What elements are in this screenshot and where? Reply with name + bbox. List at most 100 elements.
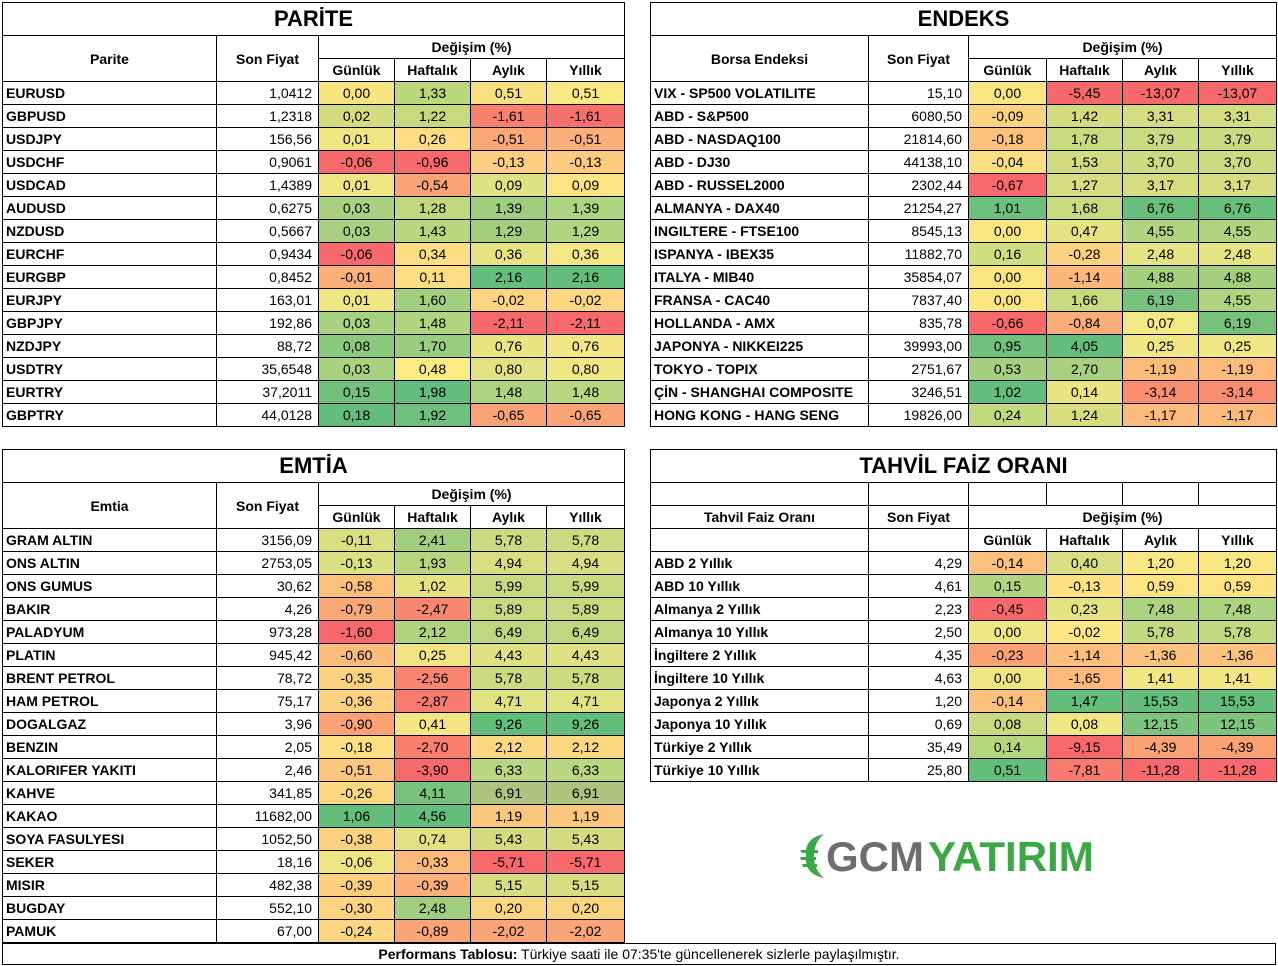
parite-row-change: -2,11 [470, 311, 547, 335]
tahvil-row-price: 25,80 [868, 758, 969, 782]
endeks-col-price: Son Fiyat [868, 35, 969, 82]
table-row: USDCAD 1,4389 0,01 -0,54 0,09 0,09 [2, 173, 625, 197]
emtia-row-change: -2,87 [394, 689, 471, 713]
tahvil-empty-cell [650, 482, 869, 506]
table-row: ABD 10 Yıllık 4,61 0,15 -0,13 0,59 0,59 [650, 574, 1277, 598]
emtia-row-change: -0,11 [318, 528, 395, 552]
emtia-row-change: 6,49 [470, 620, 547, 644]
table-row: ITALYA - MIB40 35854,07 0,00 -1,14 4,88 4,88 [650, 265, 1277, 289]
table-row: USDCHF 0,9061 -0,06 -0,96 -0,13 -0,13 [2, 150, 625, 174]
emtia-row-change: -0,30 [318, 896, 395, 920]
parite-row-change: -0,51 [546, 127, 625, 151]
emtia-row-name: BENZIN [2, 735, 217, 759]
parite-row-name: EURJPY [2, 288, 217, 312]
endeks-row-change: 0,24 [968, 403, 1047, 427]
parite-row-change: 2,16 [546, 265, 625, 289]
emtia-row-change: 4,43 [470, 643, 547, 667]
endeks-row-price: 39993,00 [868, 334, 969, 358]
endeks-row-change: -0,67 [968, 173, 1047, 197]
parite-row-change: -0,01 [318, 265, 395, 289]
emtia-row-change: -2,02 [470, 919, 547, 943]
tahvil-row-price: 4,63 [868, 666, 969, 690]
table-row: ABD - DJ30 44138,10 -0,04 1,53 3,70 3,70 [650, 150, 1277, 174]
endeks-row-price: 3246,51 [868, 380, 969, 404]
table-row: KAKAO 11682,00 1,06 4,56 1,19 1,19 [2, 804, 625, 828]
tahvil-row-change: -0,14 [968, 689, 1047, 713]
emtia-row-change: 6,49 [546, 620, 625, 644]
emtia-row-name: BUGDAY [2, 896, 217, 920]
emtia-row-change: 4,94 [546, 551, 625, 575]
tahvil-row-name: Japonya 2 Yıllık [650, 689, 869, 713]
emtia-row-change: -0,39 [318, 873, 395, 897]
parite-row-change: 1,48 [546, 380, 625, 404]
endeks-row-price: 44138,10 [868, 150, 969, 174]
emtia-row-price: 2753,05 [216, 551, 319, 575]
endeks-row-change: 6,19 [1122, 288, 1199, 312]
endeks-row-name: ABD - DJ30 [650, 150, 869, 174]
emtia-row-change: 5,43 [546, 827, 625, 851]
endeks-row-price: 2302,44 [868, 173, 969, 197]
parite-row-change: 0,01 [318, 288, 395, 312]
emtia-row-change: 6,91 [546, 781, 625, 805]
footer-bold: Performans Tablosu: [378, 946, 518, 962]
parite-row-change: -0,54 [394, 173, 471, 197]
emtia-row-change: 5,89 [546, 597, 625, 621]
parite-row-name: EURGBP [2, 265, 217, 289]
tahvil-row-change: 0,59 [1122, 574, 1199, 598]
parite-row-change: -0,13 [546, 150, 625, 174]
endeks-row-name: FRANSA - CAC40 [650, 288, 869, 312]
tahvil-row-change: -0,14 [968, 551, 1047, 575]
table-row: SOYA FASULYESI 1052,50 -0,38 0,74 5,43 5,43 [2, 827, 625, 851]
parite-row-price: 0,6275 [216, 196, 319, 220]
endeks-subheader: Aylık [1122, 58, 1199, 82]
endeks-row-name: ABD - NASDAQ100 [650, 127, 869, 151]
table-row: GBPJPY 192,86 0,03 1,48 -2,11 -2,11 [2, 311, 625, 335]
endeks-row-change: 1,24 [1046, 403, 1123, 427]
endeks-row-change: 3,17 [1122, 173, 1199, 197]
endeks-row-change: 3,17 [1198, 173, 1277, 197]
emtia-row-change: 6,91 [470, 781, 547, 805]
table-row: EURGBP 0,8452 -0,01 0,11 2,16 2,16 [2, 265, 625, 289]
endeks-row-change: 4,55 [1198, 219, 1277, 243]
parite-row-change: 1,92 [394, 403, 471, 427]
endeks-row-price: 835,78 [868, 311, 969, 335]
table-row: AUDUSD 0,6275 0,03 1,28 1,39 1,39 [2, 196, 625, 220]
endeks-row-change: 0,25 [1198, 334, 1277, 358]
parite-row-change: 0,76 [546, 334, 625, 358]
parite-row-change: 0,00 [318, 81, 395, 105]
endeks-row-change: 2,70 [1046, 357, 1123, 381]
parite-row-price: 0,8452 [216, 265, 319, 289]
emtia-row-change: 9,26 [470, 712, 547, 736]
emtia-row-price: 67,00 [216, 919, 319, 943]
emtia-row-change: 5,89 [470, 597, 547, 621]
tahvil-row-change: 15,53 [1198, 689, 1277, 713]
emtia-row-name: KAKAO [2, 804, 217, 828]
tahvil-row-change: 12,15 [1122, 712, 1199, 736]
parite-row-change: 1,39 [470, 196, 547, 220]
endeks-row-change: 0,14 [1046, 380, 1123, 404]
endeks-row-change: 4,88 [1122, 265, 1199, 289]
table-row: PLATIN 945,42 -0,60 0,25 4,43 4,43 [2, 643, 625, 667]
logo-gcm-text: GCM [826, 833, 924, 880]
emtia-row-change: -2,47 [394, 597, 471, 621]
endeks-row-change: 0,00 [968, 265, 1047, 289]
table-row: İngiltere 2 Yıllık 4,35 -0,23 -1,14 -1,36 -1,… [650, 643, 1277, 667]
emtia-row-price: 78,72 [216, 666, 319, 690]
endeks-row-name: VIX - SP500 VOLATILITE [650, 81, 869, 105]
emtia-row-price: 30,62 [216, 574, 319, 598]
parite-row-change: 1,98 [394, 380, 471, 404]
parite-row-change: 0,11 [394, 265, 471, 289]
table-row: KALORIFER YAKITI 2,46 -0,51 -3,90 6,33 6,33 [2, 758, 625, 782]
emtia-row-change: -0,18 [318, 735, 395, 759]
table-row: HOLLANDA - AMX 835,78 -0,66 -0,84 0,07 6,19 [650, 311, 1277, 335]
parite-row-change: 1,43 [394, 219, 471, 243]
tahvil-row-change: 0,08 [1046, 712, 1123, 736]
emtia-row-change: 1,19 [470, 804, 547, 828]
tahvil-row-change: -4,39 [1122, 735, 1199, 759]
emtia-subheader: Aylık [470, 505, 547, 529]
parite-subheader: Yıllık [546, 58, 625, 82]
emtia-row-name: KAHVE [2, 781, 217, 805]
parite-col-change: Değişim (%) [318, 35, 625, 59]
emtia-row-change: 0,20 [546, 896, 625, 920]
emtia-row-name: HAM PETROL [2, 689, 217, 713]
